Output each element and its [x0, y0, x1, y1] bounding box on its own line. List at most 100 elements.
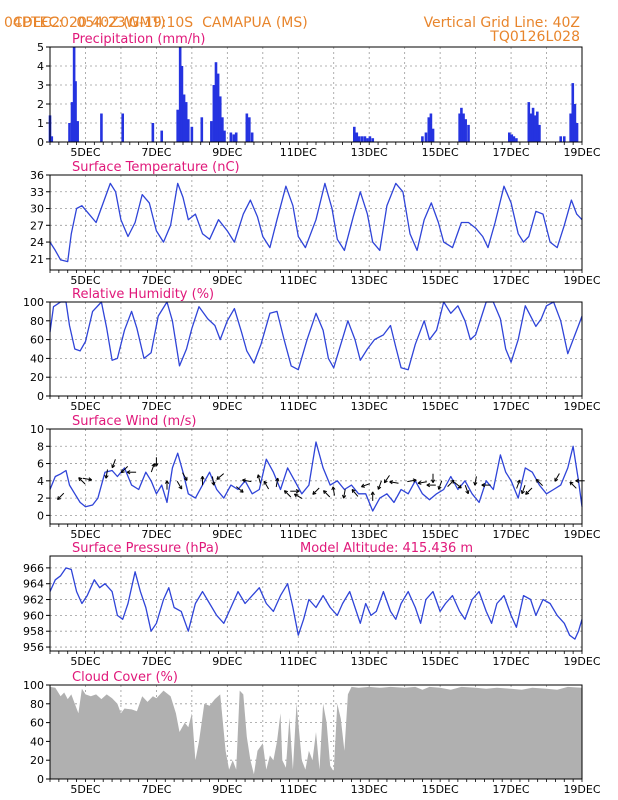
- y-tick-label: 100: [23, 296, 44, 309]
- wind-arrow-head: [78, 477, 81, 482]
- x-tick-label: 11DEC: [280, 146, 317, 159]
- y-tick-label: 60: [30, 717, 44, 730]
- precip-bar: [223, 130, 226, 142]
- wind-arrow: [312, 487, 320, 495]
- wind-arrow-head: [351, 489, 354, 494]
- wind-arrow: [569, 481, 577, 489]
- wind-arrow: [417, 480, 427, 485]
- wind-arrow-shaft: [407, 479, 417, 483]
- wind-arrow: [370, 491, 375, 501]
- x-tick-label: 17DEC: [493, 528, 530, 541]
- wind-arrow: [447, 479, 455, 487]
- panel-title: Surface Wind (m/s): [72, 414, 196, 429]
- y-tick-label: 10: [30, 423, 44, 436]
- wind-arrow: [275, 477, 280, 488]
- wind-arrow-head: [121, 471, 125, 474]
- x-tick-label: 17DEC: [493, 400, 530, 413]
- wind-arrow-head: [521, 491, 525, 495]
- panel-annotation: Model Altitude: 415.436 m: [300, 541, 473, 556]
- wind-arrow-head: [432, 479, 436, 483]
- wind-arrow: [176, 480, 183, 490]
- wind-arrow-head: [370, 491, 374, 496]
- precip-bar: [464, 119, 467, 142]
- precip-bar: [234, 132, 238, 142]
- wind-arrow-head: [481, 484, 486, 488]
- x-tick-label: 13DEC: [351, 274, 388, 287]
- precip-bar: [575, 123, 579, 142]
- wind-arrow: [293, 493, 303, 500]
- wind-arrow-shaft: [323, 490, 331, 498]
- precip-bar: [221, 117, 224, 142]
- y-tick-label: 962: [23, 594, 44, 607]
- x-tick-label: 9DEC: [212, 400, 242, 413]
- wind-arrow-shaft: [554, 473, 560, 482]
- precip-bar: [360, 136, 364, 142]
- wind-arrow-shaft: [454, 481, 462, 489]
- x-tick-label: 15DEC: [422, 528, 459, 541]
- x-tick-label: 5DEC: [70, 400, 100, 413]
- wind-arrow-shaft: [284, 490, 292, 498]
- wind-arrow-head: [164, 480, 168, 484]
- precip-bar: [187, 119, 190, 142]
- y-tick-label: 960: [23, 609, 44, 622]
- precip-bar: [538, 124, 541, 142]
- wind-arrow: [111, 459, 116, 469]
- wind-arrow-head: [312, 492, 317, 495]
- y-tick-label: 956: [23, 641, 44, 654]
- precip-bar: [421, 136, 424, 142]
- wind-arrow: [82, 477, 93, 482]
- precip-bar: [562, 136, 566, 142]
- wind-arrow-head: [389, 481, 393, 485]
- wind-arrow-shaft: [351, 489, 359, 497]
- x-tick-label: 5DEC: [70, 655, 100, 668]
- x-tick-label: 5DEC: [70, 528, 100, 541]
- series-line: [49, 441, 583, 512]
- wind-arrow: [407, 478, 417, 483]
- wind-arrow-shaft: [525, 487, 533, 495]
- wind-arrow-shaft: [312, 487, 320, 495]
- wind-arrow: [216, 473, 225, 480]
- precip-bar: [424, 132, 428, 142]
- x-tick-label: 7DEC: [141, 783, 171, 796]
- panel-frame: [49, 301, 583, 397]
- precip-bar: [160, 130, 164, 142]
- precip-bar: [458, 113, 461, 142]
- wind-arrow: [426, 483, 436, 488]
- y-tick-label: 966: [23, 562, 44, 575]
- x-tick-label: 17DEC: [493, 783, 530, 796]
- x-tick-label: 5DEC: [70, 274, 100, 287]
- precip-bar: [180, 66, 184, 142]
- panel-title: Relative Humidity (%): [72, 287, 214, 302]
- y-tick-label: 4: [37, 475, 44, 488]
- precip-bar: [431, 128, 435, 142]
- y-tick-label: 60: [30, 334, 44, 347]
- wind-arrow: [535, 478, 543, 487]
- wind-arrow-head: [111, 465, 116, 469]
- precip-bar: [366, 138, 369, 142]
- x-tick-label: 7DEC: [141, 274, 171, 287]
- precip-bar: [74, 81, 77, 142]
- wind-arrow-head: [155, 462, 159, 467]
- y-tick-label: 27: [30, 219, 44, 232]
- y-tick-label: 40: [30, 352, 44, 365]
- header-grid-note: Vertical Grid Line: 40Z: [423, 15, 580, 31]
- precip-bar: [121, 113, 125, 142]
- wind-arrow-head: [104, 474, 107, 479]
- wind-arrow-shaft: [417, 481, 427, 484]
- wind-arrow-shaft: [438, 480, 443, 490]
- wind-arrow-shaft: [182, 472, 188, 481]
- x-tick-label: 7DEC: [141, 655, 171, 668]
- wind-arrow: [154, 457, 159, 467]
- precip-bar: [569, 113, 572, 142]
- x-tick-label: 7DEC: [141, 400, 171, 413]
- wind-arrow-shaft: [263, 480, 270, 490]
- y-tick-label: 3: [37, 79, 44, 92]
- wind-arrow-head: [554, 478, 559, 482]
- precip-bar: [182, 94, 186, 142]
- wind-arrow: [235, 486, 244, 493]
- cloud-cover-area: [50, 686, 582, 779]
- wind-arrow: [283, 490, 292, 498]
- precip-bar: [527, 102, 531, 142]
- wind-arrow-shaft: [176, 480, 183, 490]
- wind-arrow-head: [151, 463, 155, 467]
